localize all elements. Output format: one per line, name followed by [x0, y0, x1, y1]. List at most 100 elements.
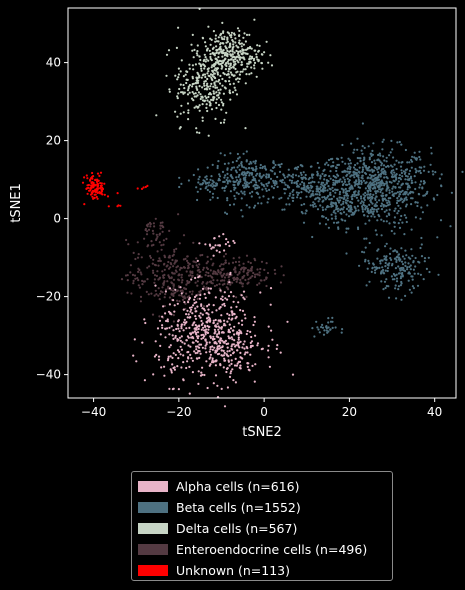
- data-point: [385, 194, 388, 197]
- data-point: [269, 303, 272, 306]
- data-point: [253, 275, 257, 279]
- data-point: [410, 158, 413, 162]
- data-point: [388, 252, 392, 255]
- data-point: [209, 184, 212, 187]
- data-point: [401, 255, 405, 258]
- data-point: [227, 295, 231, 298]
- data-point: [214, 86, 217, 89]
- data-point: [204, 274, 207, 277]
- data-point: [344, 162, 347, 165]
- data-point: [242, 166, 246, 169]
- data-point: [355, 180, 358, 183]
- data-point: [406, 268, 409, 271]
- data-point: [179, 112, 182, 115]
- data-point: [201, 182, 205, 185]
- data-point: [362, 163, 365, 166]
- data-point: [366, 185, 369, 188]
- data-point: [170, 276, 173, 279]
- data-point: [223, 276, 227, 279]
- series-delta: [155, 7, 274, 137]
- data-point: [146, 266, 149, 269]
- data-point: [196, 259, 199, 262]
- data-point: [234, 266, 237, 269]
- data-point: [191, 77, 194, 80]
- data-point: [247, 278, 250, 281]
- data-point: [264, 187, 267, 190]
- data-point: [195, 186, 198, 189]
- data-point: [184, 257, 187, 260]
- data-point: [253, 67, 256, 70]
- data-point: [242, 296, 245, 299]
- data-point: [214, 37, 217, 40]
- data-point: [318, 193, 321, 196]
- data-point: [239, 180, 242, 183]
- data-point: [325, 327, 328, 330]
- data-point: [225, 178, 228, 182]
- data-point: [212, 272, 215, 275]
- data-point: [237, 54, 241, 57]
- data-point: [160, 224, 164, 227]
- data-point: [367, 259, 370, 262]
- data-point: [186, 89, 190, 92]
- data-point: [254, 187, 257, 190]
- data-point: [361, 210, 365, 213]
- data-point: [174, 74, 177, 77]
- data-point: [223, 154, 226, 157]
- data-point: [194, 281, 197, 284]
- data-point: [354, 163, 357, 167]
- data-point: [382, 167, 385, 170]
- data-point: [225, 64, 228, 68]
- data-point: [250, 269, 253, 272]
- data-point: [227, 335, 230, 338]
- data-point: [420, 255, 424, 258]
- data-point: [89, 177, 92, 180]
- data-point: [162, 276, 165, 279]
- data-point: [220, 36, 223, 39]
- data-point: [229, 354, 232, 357]
- data-point: [238, 271, 241, 274]
- data-point: [396, 251, 399, 254]
- data-point: [401, 175, 404, 178]
- data-point: [155, 233, 158, 236]
- data-point: [340, 203, 343, 206]
- data-point: [325, 161, 328, 164]
- data-point: [336, 163, 339, 167]
- data-point: [243, 267, 246, 270]
- data-point: [228, 375, 232, 378]
- data-point: [238, 34, 241, 37]
- data-point: [335, 205, 338, 208]
- data-point: [199, 93, 202, 96]
- data-point: [172, 284, 175, 287]
- data-point: [323, 183, 327, 186]
- data-point: [256, 273, 259, 276]
- data-point: [93, 183, 96, 186]
- data-point: [373, 159, 376, 162]
- data-point: [245, 181, 249, 184]
- data-point: [391, 173, 394, 176]
- data-point: [197, 335, 200, 338]
- data-point: [410, 160, 414, 163]
- data-point: [364, 206, 367, 210]
- data-point: [357, 193, 360, 196]
- data-point: [291, 176, 294, 179]
- data-point: [400, 161, 403, 164]
- data-point: [346, 177, 349, 180]
- legend-label-beta: Beta cells (n=1552): [176, 500, 301, 515]
- data-point: [141, 279, 144, 282]
- data-point: [165, 265, 168, 268]
- data-point: [197, 266, 200, 269]
- data-point: [261, 347, 264, 350]
- data-point: [291, 190, 294, 193]
- data-point: [376, 210, 379, 213]
- data-point: [220, 327, 223, 330]
- data-point: [261, 165, 265, 168]
- data-point: [180, 335, 183, 338]
- data-point: [208, 280, 212, 283]
- data-point: [292, 193, 295, 196]
- data-point: [370, 175, 373, 178]
- data-point: [232, 268, 236, 271]
- data-point: [410, 291, 413, 294]
- data-point: [196, 340, 199, 343]
- data-point: [251, 275, 254, 278]
- data-point: [205, 175, 208, 178]
